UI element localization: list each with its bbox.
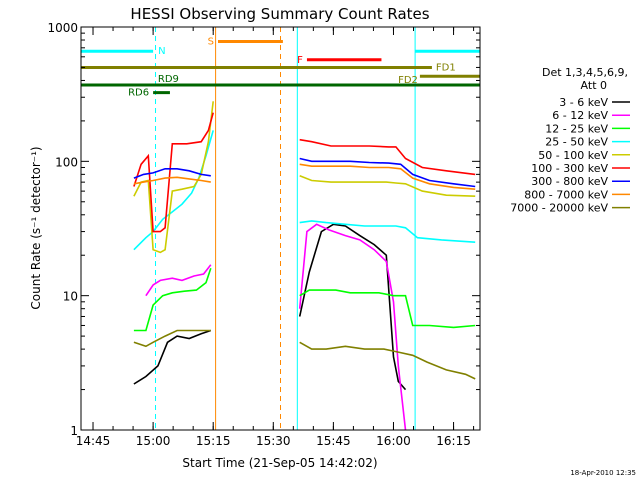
legend-label-4: 50 - 100 keV — [538, 149, 608, 162]
x-tick-label-6: 16:15 — [436, 434, 471, 448]
legend-label-5: 100 - 300 keV — [531, 162, 608, 175]
legend-label-2: 12 - 25 keV — [545, 122, 608, 135]
flag-label-fd2: FD2 — [398, 75, 418, 86]
series-line-3-1 — [299, 220, 476, 243]
legend-label-3: 25 - 50 keV — [545, 136, 608, 149]
legend-label-6: 300 - 800 keV — [531, 175, 608, 188]
axes: 14:45 15:00 15:15 15:30 15:45 16:00 16:15 1 10 10… — [47, 21, 480, 448]
timestamp: 18-Apr-2010 12:35 — [570, 469, 636, 477]
x-tick-label-2: 15:15 — [196, 434, 231, 448]
series-line-6-1 — [299, 157, 476, 188]
series-line-8-1 — [299, 341, 476, 380]
flag-label-n: N — [158, 46, 165, 57]
legend-label-1: 6 - 12 keV — [552, 109, 608, 122]
chart-title: HESSI Observing Summary Count Rates — [130, 5, 429, 23]
series-line-5-1 — [299, 138, 476, 176]
y-tick-label-0: 1 — [70, 424, 78, 438]
flag-label-f: F — [297, 55, 303, 66]
x-tick-label-4: 15:45 — [316, 434, 351, 448]
flag-label-s: S — [208, 36, 214, 47]
legend-label-8: 7000 - 20000 keV — [510, 202, 608, 215]
series-lines — [133, 101, 476, 431]
flag-label-fd1: FD1 — [436, 62, 456, 73]
series-line-1-0 — [145, 264, 212, 297]
legend-header-attenuator: Att 0 — [581, 79, 607, 92]
series-line-7-0 — [133, 176, 211, 185]
y-tick-label-2: 100 — [55, 155, 78, 169]
series-line-8-0 — [133, 329, 211, 348]
series-line-7-1 — [299, 163, 476, 190]
y-tick-label-1: 10 — [63, 290, 78, 304]
legend-label-7: 800 - 7000 keV — [524, 188, 608, 201]
legend-label-0: 3 - 6 keV — [559, 96, 608, 109]
flag-label-rd9: RD9 — [158, 74, 179, 85]
x-axis-label: Start Time (21-Sep-05 14:42:02) — [182, 456, 377, 470]
series-line-1-1 — [298, 223, 407, 431]
series-line-0-1 — [298, 223, 407, 391]
flag-label-rd6: RD6 — [128, 88, 149, 99]
plot-frame — [80, 26, 481, 431]
y-tick-label-3: 1000 — [47, 21, 78, 35]
x-tick-label-0: 14:45 — [76, 434, 111, 448]
x-tick-label-3: 15:30 — [256, 434, 291, 448]
series-line-0-0 — [133, 329, 212, 385]
legend-header-detectors: Det 1,3,4,5,6,9, — [542, 66, 628, 79]
flag-bars: N S F FD1 FD2 RD9 RD6 — [81, 36, 480, 99]
series-line-2-0 — [133, 267, 212, 332]
x-tick-label-5: 16:00 — [376, 434, 411, 448]
series-line-6-0 — [133, 168, 211, 179]
y-axis-label: Count Rate (s⁻¹ detector⁻¹) — [29, 146, 43, 309]
series-line-5-0 — [133, 112, 214, 233]
x-tick-label-1: 15:00 — [136, 434, 171, 448]
series-line-2-1 — [299, 289, 476, 329]
series-line-4-1 — [299, 175, 476, 197]
